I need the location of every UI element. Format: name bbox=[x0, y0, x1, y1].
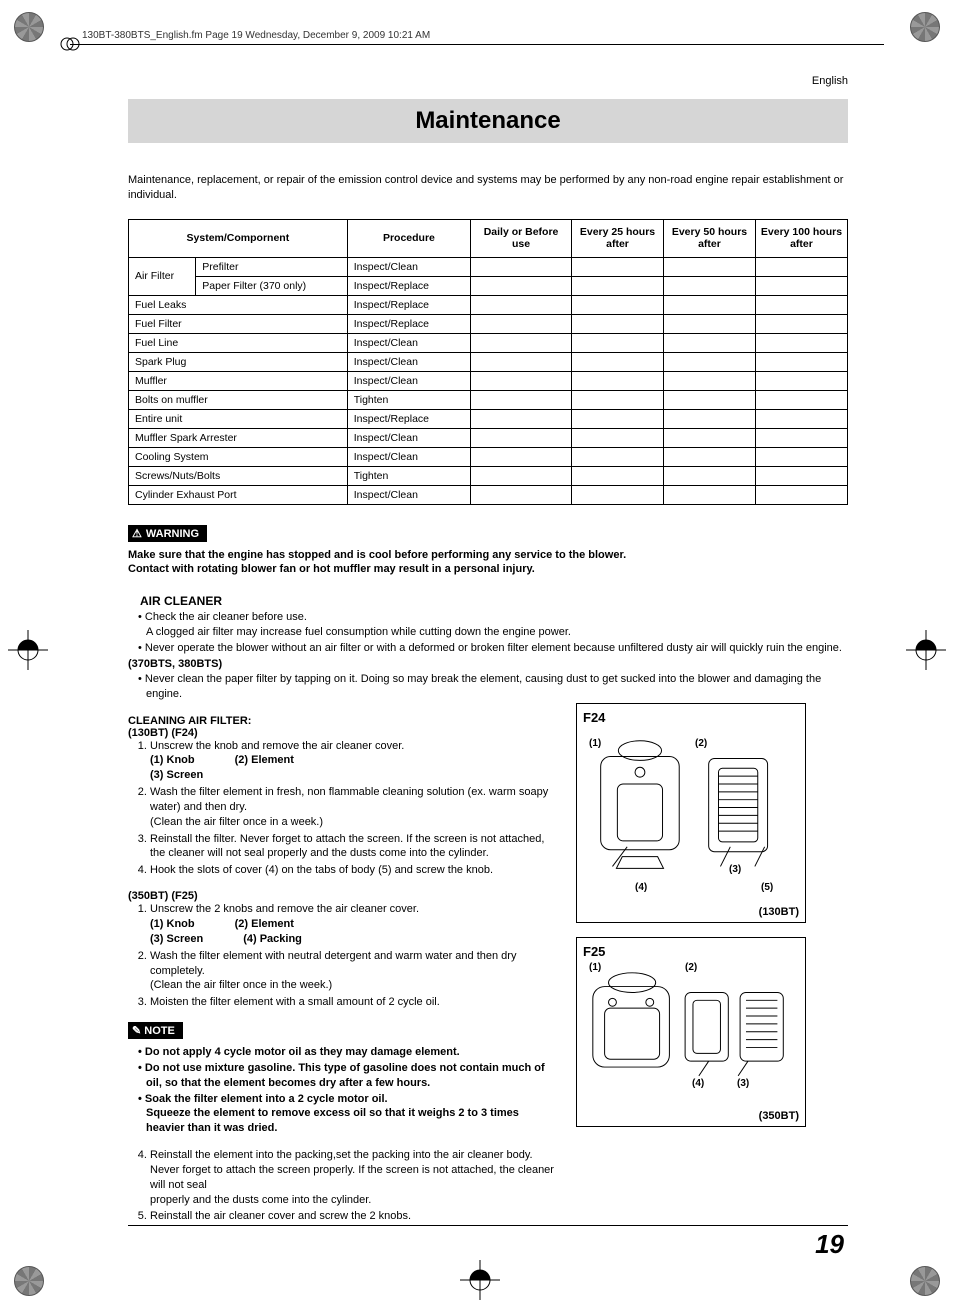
page-number: 19 bbox=[815, 1229, 844, 1260]
f25-c1: (1) bbox=[589, 962, 601, 973]
crop-corner-tl bbox=[14, 12, 44, 42]
list-item: Never clean the paper filter by tapping … bbox=[138, 672, 848, 702]
figure-f25: F25 bbox=[576, 937, 806, 1127]
air-cleaner-body: Check the air cleaner before use.A clogg… bbox=[128, 610, 848, 701]
f24-c5: (5) bbox=[761, 882, 773, 893]
table-row: Fuel LeaksInspect/Replace bbox=[129, 295, 848, 314]
reg-mark-right bbox=[906, 630, 946, 670]
figure-f24: F24 bbox=[576, 703, 806, 923]
f25-c2: (2) bbox=[685, 962, 697, 973]
table-row: Screws/Nuts/BoltsTighten bbox=[129, 466, 848, 485]
sec-130-label: (130BT) (F24) bbox=[128, 727, 560, 739]
reg-mark-left bbox=[8, 630, 48, 670]
step-item: Unscrew the knob and remove the air clea… bbox=[150, 739, 560, 784]
f24-c2: (2) bbox=[695, 738, 707, 749]
table-row: Fuel LineInspect/Clean bbox=[129, 333, 848, 352]
step-item: Reinstall the filter. Never forget to at… bbox=[150, 832, 560, 862]
parts-row: (1) Knob(2) Element bbox=[150, 917, 560, 932]
warning-label: WARNING bbox=[128, 525, 207, 542]
language-label: English bbox=[128, 75, 848, 87]
f25-label: F25 bbox=[583, 944, 799, 959]
parts-row: (3) Screen(4) Packing bbox=[150, 932, 560, 947]
note-body: Do not apply 4 cycle motor oil as they m… bbox=[128, 1045, 560, 1136]
f25-c3: (3) bbox=[737, 1078, 749, 1089]
steps-130: Unscrew the knob and remove the air clea… bbox=[128, 739, 560, 879]
crop-corner-tr bbox=[910, 12, 940, 42]
page-title: Maintenance bbox=[128, 99, 848, 143]
table-row: Muffler Spark ArresterInspect/Clean bbox=[129, 428, 848, 447]
footer-rule bbox=[128, 1225, 848, 1226]
f24-c1: (1) bbox=[589, 738, 601, 749]
warning-text: Make sure that the engine has stopped an… bbox=[128, 548, 628, 577]
table-row: Paper Filter (370 only)Inspect/Replace bbox=[129, 276, 848, 295]
table-row: Bolts on mufflerTighten bbox=[129, 390, 848, 409]
steps-350b: Reinstall the element into the packing,s… bbox=[128, 1148, 560, 1224]
f24-svg bbox=[583, 729, 799, 906]
step-item: Moisten the filter element with a small … bbox=[150, 995, 560, 1010]
table-row: MufflerInspect/Clean bbox=[129, 371, 848, 390]
f25-svg bbox=[583, 963, 799, 1110]
reg-mark-bottom bbox=[460, 1260, 500, 1300]
crop-corner-br bbox=[910, 1266, 940, 1296]
header-rule bbox=[70, 44, 884, 45]
step-item: Reinstall the air cleaner cover and scre… bbox=[150, 1209, 560, 1224]
page-header-text: 130BT-380BTS_English.fm Page 19 Wednesda… bbox=[82, 30, 430, 41]
list-item: Do not use mixture gasoline. This type o… bbox=[138, 1061, 560, 1091]
th-100h: Every 100 hours after bbox=[755, 219, 847, 257]
f24-label: F24 bbox=[583, 710, 799, 725]
table-row: Fuel FilterInspect/Replace bbox=[129, 314, 848, 333]
header-binding-icon bbox=[60, 34, 80, 54]
table-row: Air FilterPrefilterInspect/Clean bbox=[129, 257, 848, 276]
air-cleaner-title: AIR CLEANER bbox=[140, 594, 848, 608]
th-25h: Every 25 hours after bbox=[572, 219, 664, 257]
list-item: Never operate the blower without an air … bbox=[138, 641, 848, 656]
step-item: Hook the slots of cover (4) on the tabs … bbox=[150, 863, 560, 878]
f25-model: (350BT) bbox=[759, 1110, 799, 1122]
model-note: (370BTS, 380BTS) bbox=[128, 657, 848, 672]
list-item: Do not apply 4 cycle motor oil as they m… bbox=[138, 1045, 560, 1060]
step-item: Wash the filter element with neutral det… bbox=[150, 949, 560, 994]
crop-corner-bl bbox=[14, 1266, 44, 1296]
step-item: Unscrew the 2 knobs and remove the air c… bbox=[150, 902, 560, 947]
th-50h: Every 50 hours after bbox=[664, 219, 756, 257]
intro-text: Maintenance, replacement, or repair of t… bbox=[128, 173, 848, 203]
f24-model: (130BT) bbox=[759, 906, 799, 918]
parts-row: (1) Knob(2) Element bbox=[150, 753, 560, 768]
parts-row: (3) Screen bbox=[150, 768, 560, 783]
note-label: NOTE bbox=[128, 1022, 183, 1039]
step-item: Wash the filter element in fresh, non fl… bbox=[150, 785, 560, 830]
steps-350: Unscrew the 2 knobs and remove the air c… bbox=[128, 902, 560, 1010]
table-row: Entire unitInspect/Replace bbox=[129, 409, 848, 428]
th-system: System/Compornent bbox=[129, 219, 348, 257]
cleaning-heading: CLEANING AIR FILTER: bbox=[128, 715, 560, 727]
list-item: Soak the filter element into a 2 cycle m… bbox=[138, 1092, 560, 1137]
step-item: Reinstall the element into the packing,s… bbox=[150, 1148, 560, 1207]
th-daily: Daily or Before use bbox=[471, 219, 572, 257]
table-row: Cylinder Exhaust PortInspect/Clean bbox=[129, 485, 848, 504]
list-item: Check the air cleaner before use.A clogg… bbox=[138, 610, 848, 640]
f24-c4: (4) bbox=[635, 882, 647, 893]
maintenance-table: System/Compornent Procedure Daily or Bef… bbox=[128, 219, 848, 505]
f24-c3: (3) bbox=[729, 864, 741, 875]
sec-350-label: (350BT) (F25) bbox=[128, 890, 560, 902]
table-row: Cooling SystemInspect/Clean bbox=[129, 447, 848, 466]
table-row: Spark PlugInspect/Clean bbox=[129, 352, 848, 371]
th-procedure: Procedure bbox=[347, 219, 470, 257]
f25-c4: (4) bbox=[692, 1078, 704, 1089]
